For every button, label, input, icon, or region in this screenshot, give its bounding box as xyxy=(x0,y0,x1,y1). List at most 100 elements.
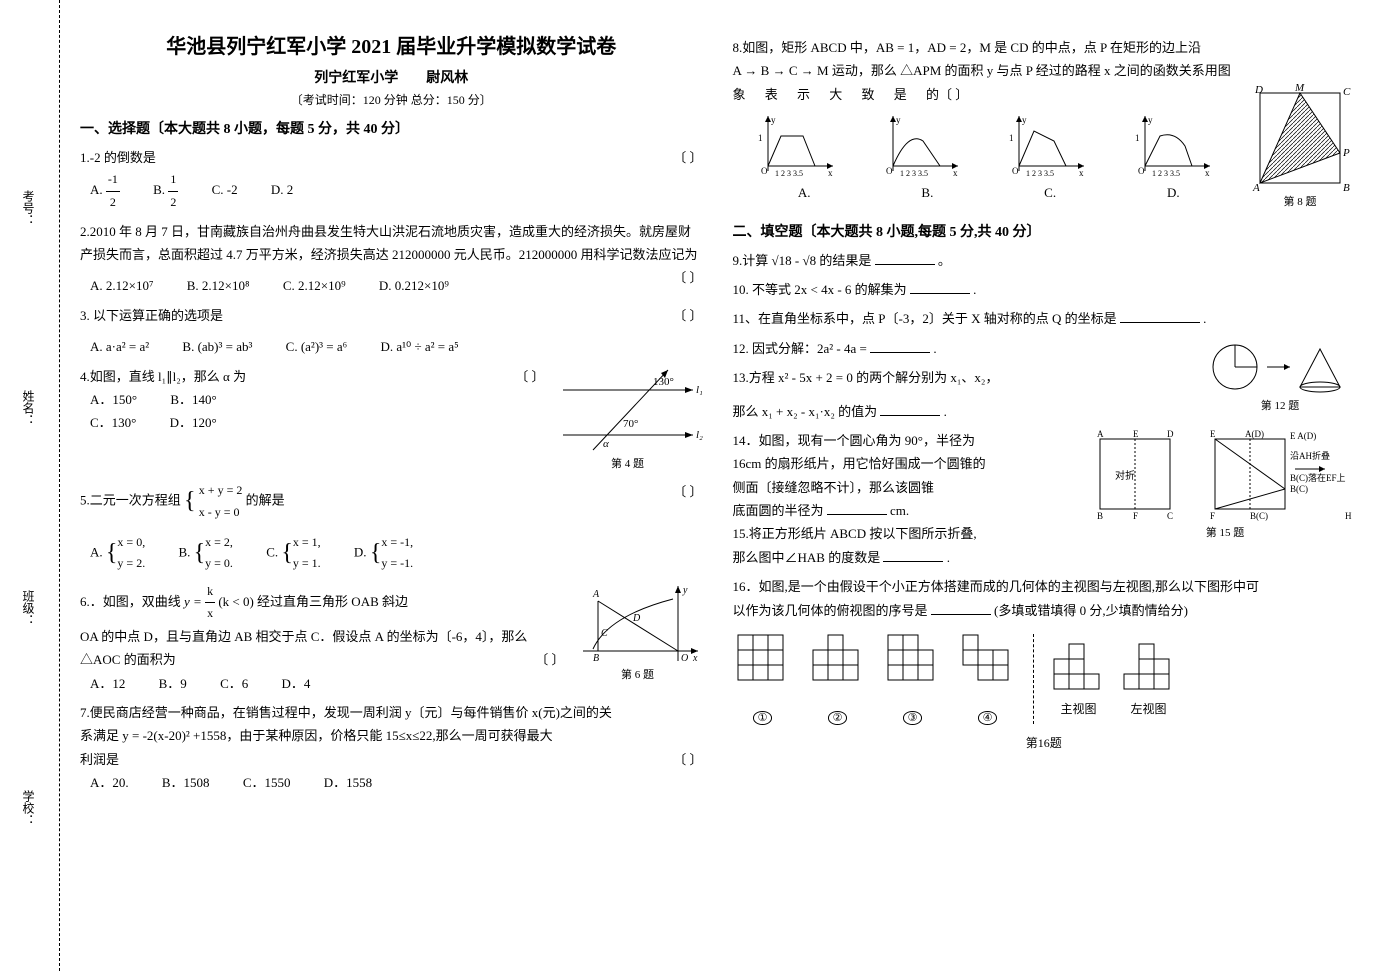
svg-text:C: C xyxy=(1167,511,1173,521)
q7-text1: 7.便民商店经营一种商品，在销售过程中，发现一周利润 y〔元〕与每件销售价 x(… xyxy=(80,701,703,724)
svg-text:沿AH折叠: 沿AH折叠 xyxy=(1290,450,1330,461)
binding-id: 考号： xyxy=(20,190,37,226)
svg-text:B: B xyxy=(1097,511,1103,521)
q5-text: 5.二元一次方程组 xyxy=(80,493,181,508)
q13-text: 13.方程 x² - 5x + 2 = 0 的两个解分别为 x₁、x₂， xyxy=(733,366,1356,389)
q6-optB: B．9 xyxy=(159,672,187,695)
question-7: 7.便民商店经营一种商品，在销售过程中，发现一周利润 y〔元〕与每件销售价 x(… xyxy=(80,701,703,795)
q4-optD: D．120° xyxy=(170,411,217,434)
question-6: A D C B O x y 第 6 题 6.．如图，双曲线 y = kx (k … xyxy=(80,581,703,695)
q16-main-view: 主视图 xyxy=(1049,639,1109,721)
svg-text:O: O xyxy=(1012,166,1019,176)
answer-paren: 〔 〕 xyxy=(673,146,702,169)
svg-text:1: 1 xyxy=(1009,133,1014,143)
svg-text:y: y xyxy=(896,115,901,125)
q2-optB: B. 2.12×10⁸ xyxy=(187,274,250,297)
binding-class: 班级： xyxy=(20,590,37,626)
svg-text:D: D xyxy=(1254,84,1263,96)
q16-opt3: ③ xyxy=(883,630,943,729)
q16-opt1: ① xyxy=(733,630,793,729)
q15-l2: 那么图中∠HAB 的度数是 xyxy=(733,550,881,565)
q7-optC: C．1550 xyxy=(243,771,291,794)
q8-optA: A. xyxy=(798,181,811,204)
q6-text3: OA 的中点 D，且与直角边 AB 相交于点 C．假设点 A 的坐标为〔-6，4… xyxy=(80,629,527,667)
q8-figure: D M C P A B 第 8 题 xyxy=(1245,83,1355,213)
q4-optB: B．140° xyxy=(170,388,216,411)
question-4: 130° 70° α l₁ l₂ 第 4 题 4.如图，直线 l₁∥l₂，那么 … xyxy=(80,365,703,475)
svg-text:对折: 对折 xyxy=(1115,469,1135,482)
svg-text:x: x xyxy=(953,168,958,176)
q8-chart-a: 1 O 1 2 3 3.5 y x xyxy=(753,111,838,176)
q8-charts: 1 O 1 2 3 3.5 y x xyxy=(733,111,1236,176)
q5-optA: A. {x = 0,y = 2. xyxy=(90,532,145,575)
q6-optD: D．4 xyxy=(281,672,310,695)
q16-l2: 以作为该几何体的俯视图的序号是 xyxy=(733,603,928,618)
q8-text2: A → B → C → M 运动，那么 △APM 的面积 y 与点 P 经过的路… xyxy=(733,59,1356,82)
q10-text: 10. 不等式 2x < 4x - 6 的解集为 xyxy=(733,282,907,297)
svg-text:A: A xyxy=(1252,182,1260,193)
q3-optB: B. (ab)³ = ab³ xyxy=(182,335,252,358)
q16-views: 主视图 左视图 xyxy=(1049,639,1179,721)
svg-text:x: x xyxy=(1205,168,1210,176)
q6-optC: C．6 xyxy=(220,672,248,695)
left-column: 华池县列宁红军小学 2021 届毕业升学模拟数学试卷 列宁红军小学 尉风林 〔考… xyxy=(80,30,703,941)
q15-figure: A E D B F C 对折 E A(D) E A(D) F B(C) B(C)… xyxy=(1095,429,1355,544)
q8-text1: 8.如图，矩形 ABCD 中，AB = 1，AD = 2，M 是 CD 的中点，… xyxy=(733,36,1356,59)
svg-text:y: y xyxy=(682,585,688,596)
q7-optA: A．20. xyxy=(90,771,129,794)
q1-optA: A. -12 xyxy=(90,169,120,213)
q4-figure: 130° 70° α l₁ l₂ 第 4 题 xyxy=(553,365,703,475)
svg-text:D: D xyxy=(1167,429,1174,439)
right-column: 8.如图，矩形 ABCD 中，AB = 1，AD = 2，M 是 CD 的中点，… xyxy=(733,30,1356,941)
q8-optC: C. xyxy=(1044,181,1056,204)
sub-title-right: 尉风林 xyxy=(426,71,468,86)
q6-text2: (k < 0) 经过直角三角形 OAB 斜边 xyxy=(218,594,408,609)
svg-text:C: C xyxy=(1343,86,1351,98)
svg-text:x: x xyxy=(692,653,698,664)
q7-optD: D．1558 xyxy=(324,771,372,794)
q3-text: 3. 以下运算正确的选项是 xyxy=(80,308,223,323)
q9-text: 9.计算 √18 - √8 的结果是 xyxy=(733,253,872,268)
q16-opt2: ② xyxy=(808,630,868,729)
q2-optC: C. 2.12×10⁹ xyxy=(283,274,346,297)
svg-text:B(C)落在EF上: B(C)落在EF上 xyxy=(1290,472,1346,483)
q3-optA: A. a·a² = a² xyxy=(90,335,149,358)
sub-title-left: 列宁红军小学 xyxy=(314,71,398,86)
q13b-text: 那么 x₁ + x₂ - x₁·x₂ 的值为 xyxy=(733,404,878,419)
q8-chart-b: O 1 2 3 3.5 y x xyxy=(878,111,963,176)
q8-chart-d: 1 O 1 2 3 3.5 y x xyxy=(1130,111,1215,176)
q8-optD: D. xyxy=(1167,181,1180,204)
content-columns: 华池县列宁红军小学 2021 届毕业升学模拟数学试卷 列宁红军小学 尉风林 〔考… xyxy=(60,0,1375,971)
sub-title: 列宁红军小学 尉风林 xyxy=(80,67,703,87)
svg-text:C: C xyxy=(601,628,608,639)
svg-text:A: A xyxy=(592,589,600,600)
svg-text:x: x xyxy=(828,168,833,176)
binding-school: 学校： xyxy=(20,790,37,826)
question-3: 3. 以下运算正确的选项是 〔 〕 A. a·a² = a² B. (ab)³ … xyxy=(80,304,703,359)
answer-paren: 〔 〕 xyxy=(535,648,564,671)
svg-text:H: H xyxy=(1345,511,1352,521)
q7-optB: B．1508 xyxy=(162,771,210,794)
question-5: 5.二元一次方程组 { x + y = 2 x - y = 0 的解是 〔 〕 … xyxy=(80,480,703,574)
svg-text:P: P xyxy=(1342,147,1350,159)
q7-text2: 系满足 y = -2(x-20)² +1558，由于某种原因，价格只能 15≤x… xyxy=(80,724,703,747)
q16-fig-label: 第16题 xyxy=(733,733,1356,755)
q4-optA: A．150° xyxy=(90,388,137,411)
svg-text:l₂: l₂ xyxy=(696,429,703,441)
svg-text:O: O xyxy=(1138,166,1145,176)
q5-optD: D. {x = -1,y = -1. xyxy=(354,532,413,575)
question-2: 2.2010 年 8 月 7 日，甘南藏族自治州舟曲县发生特大山洪泥石流地质灾害… xyxy=(80,220,703,298)
question-14-15: A E D B F C 对折 E A(D) E A(D) F B(C) B(C)… xyxy=(733,429,1356,569)
q5-optC: C. {x = 1,y = 1. xyxy=(266,532,320,575)
svg-text:1: 1 xyxy=(1135,133,1140,143)
question-11: 11、在直角坐标系中，点 P〔-3，2〕关于 X 轴对称的点 Q 的坐标是 . xyxy=(733,307,1356,330)
q3-optC: C. (a²)³ = a⁶ xyxy=(286,335,348,358)
answer-paren: 〔 〕 xyxy=(515,365,544,388)
q16-options-row: ① ② xyxy=(733,630,1356,729)
answer-paren: 〔 〕 xyxy=(673,304,702,327)
svg-text:1 2 3 3.5: 1 2 3 3.5 xyxy=(775,169,803,176)
svg-text:O: O xyxy=(886,166,893,176)
q8-fig-label: 第 8 题 xyxy=(1245,193,1355,213)
svg-text:B: B xyxy=(1343,182,1350,193)
answer-paren: 〔 〕 xyxy=(673,480,702,503)
